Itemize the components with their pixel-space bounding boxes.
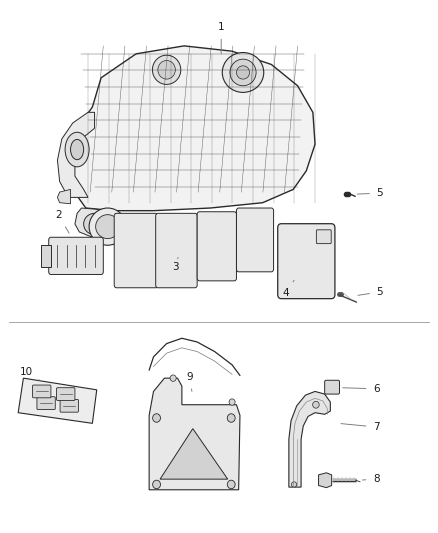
FancyBboxPatch shape bbox=[197, 212, 237, 281]
Polygon shape bbox=[57, 112, 95, 197]
FancyBboxPatch shape bbox=[325, 380, 339, 394]
Polygon shape bbox=[160, 429, 228, 479]
Text: 2: 2 bbox=[56, 211, 69, 233]
FancyBboxPatch shape bbox=[32, 385, 51, 398]
FancyBboxPatch shape bbox=[41, 245, 51, 266]
FancyBboxPatch shape bbox=[114, 213, 158, 288]
Ellipse shape bbox=[152, 480, 160, 489]
Polygon shape bbox=[149, 378, 240, 490]
Ellipse shape bbox=[229, 399, 235, 405]
Polygon shape bbox=[57, 189, 71, 204]
Text: 3: 3 bbox=[172, 257, 179, 271]
Ellipse shape bbox=[152, 414, 160, 422]
Ellipse shape bbox=[301, 254, 312, 269]
Text: 1: 1 bbox=[218, 22, 225, 54]
FancyBboxPatch shape bbox=[237, 208, 274, 272]
Text: 5: 5 bbox=[358, 287, 383, 297]
Ellipse shape bbox=[313, 401, 319, 408]
Ellipse shape bbox=[237, 66, 250, 79]
Ellipse shape bbox=[318, 278, 324, 285]
Ellipse shape bbox=[205, 229, 228, 264]
Ellipse shape bbox=[158, 61, 175, 79]
Ellipse shape bbox=[289, 278, 294, 285]
Text: 4: 4 bbox=[282, 280, 294, 298]
Ellipse shape bbox=[318, 238, 324, 245]
Ellipse shape bbox=[84, 213, 106, 235]
Ellipse shape bbox=[152, 55, 181, 84]
Polygon shape bbox=[318, 473, 332, 488]
Polygon shape bbox=[289, 391, 330, 487]
Polygon shape bbox=[75, 208, 112, 237]
Ellipse shape bbox=[164, 231, 188, 270]
FancyBboxPatch shape bbox=[155, 213, 197, 288]
Polygon shape bbox=[18, 378, 97, 423]
FancyBboxPatch shape bbox=[57, 387, 75, 400]
Text: 8: 8 bbox=[362, 474, 379, 484]
Ellipse shape bbox=[288, 236, 324, 286]
Text: 5: 5 bbox=[357, 188, 383, 198]
Ellipse shape bbox=[244, 224, 266, 256]
Ellipse shape bbox=[289, 238, 294, 245]
Ellipse shape bbox=[227, 414, 235, 422]
Ellipse shape bbox=[89, 208, 126, 245]
Ellipse shape bbox=[95, 215, 120, 239]
Text: 6: 6 bbox=[343, 384, 379, 394]
FancyBboxPatch shape bbox=[278, 224, 335, 298]
Ellipse shape bbox=[123, 231, 149, 270]
Ellipse shape bbox=[291, 482, 297, 487]
Ellipse shape bbox=[65, 132, 89, 167]
Text: 7: 7 bbox=[341, 422, 379, 432]
Ellipse shape bbox=[330, 385, 334, 389]
Ellipse shape bbox=[71, 140, 84, 160]
Ellipse shape bbox=[230, 59, 256, 86]
Ellipse shape bbox=[227, 480, 235, 489]
Ellipse shape bbox=[293, 243, 319, 280]
Ellipse shape bbox=[222, 53, 264, 92]
Ellipse shape bbox=[170, 375, 176, 381]
FancyBboxPatch shape bbox=[60, 399, 78, 412]
FancyBboxPatch shape bbox=[49, 237, 103, 274]
FancyBboxPatch shape bbox=[37, 397, 55, 409]
Text: 10: 10 bbox=[19, 367, 40, 381]
Text: 9: 9 bbox=[186, 372, 193, 391]
Polygon shape bbox=[68, 46, 315, 211]
FancyBboxPatch shape bbox=[316, 230, 331, 244]
